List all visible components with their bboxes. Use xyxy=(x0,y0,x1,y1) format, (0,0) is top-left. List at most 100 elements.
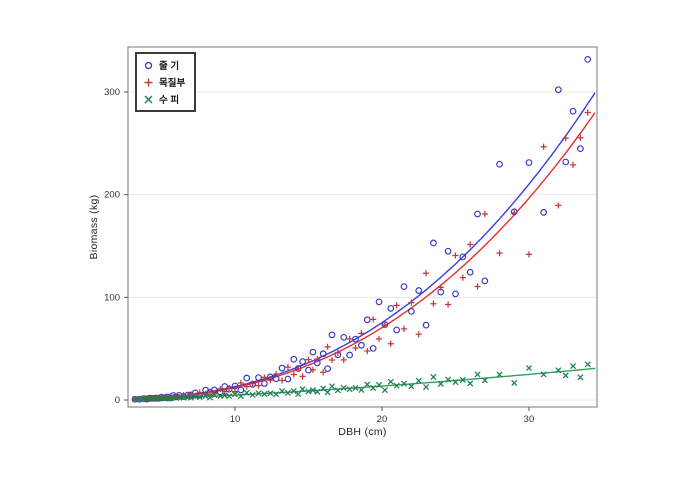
data-point-circle xyxy=(255,374,262,382)
data-point-plus xyxy=(243,383,250,390)
data-point-plus xyxy=(324,343,331,350)
data-point-x xyxy=(187,394,194,401)
data-point-plus xyxy=(305,356,312,363)
data-point-x xyxy=(299,386,306,393)
data-point-x xyxy=(243,389,250,396)
data-point-plus xyxy=(415,331,422,338)
data-point-x xyxy=(196,393,203,401)
data-point-circle xyxy=(309,348,317,356)
x-tick-label: 10 xyxy=(230,414,241,425)
data-point-circle xyxy=(369,344,377,352)
data-point-x xyxy=(352,384,359,391)
data-point-plus xyxy=(445,301,452,308)
data-point-x xyxy=(346,386,353,393)
data-point-plus xyxy=(249,380,256,387)
data-point-plus xyxy=(511,209,518,216)
data-point-circle xyxy=(400,283,408,291)
data-point-x xyxy=(525,364,532,372)
data-point-plus xyxy=(393,302,400,309)
data-point-circle xyxy=(562,158,570,166)
y-tick-label: 300 xyxy=(104,87,120,98)
data-point-plus xyxy=(481,210,488,218)
data-point-x xyxy=(237,393,244,400)
data-point-plus xyxy=(237,379,244,387)
data-point-plus xyxy=(525,251,533,258)
data-point-plus xyxy=(206,389,214,396)
data-point-x xyxy=(309,387,316,394)
data-point-x xyxy=(423,384,430,391)
data-point-x xyxy=(328,383,336,390)
data-point-circle xyxy=(481,277,489,285)
data-point-circle xyxy=(243,374,251,382)
data-point-circle xyxy=(584,56,592,63)
data-point-plus xyxy=(196,389,203,396)
x-marker-icon xyxy=(144,95,153,103)
data-point-x xyxy=(459,376,466,383)
data-point-x xyxy=(437,380,444,387)
data-point-plus xyxy=(334,349,341,356)
data-point-plus xyxy=(555,202,562,209)
data-point-plus xyxy=(309,366,316,374)
data-point-x xyxy=(474,371,481,378)
data-point-plus xyxy=(408,299,415,306)
fit-curve-1 xyxy=(132,112,596,401)
data-point-plus xyxy=(314,356,321,363)
data-point-x xyxy=(295,391,302,398)
data-point-x xyxy=(381,387,388,394)
data-point-circle xyxy=(387,304,395,312)
data-point-x xyxy=(273,391,280,398)
data-point-circle xyxy=(430,239,437,247)
data-point-circle xyxy=(444,247,452,255)
data-point-x xyxy=(467,380,474,387)
data-point-x xyxy=(314,388,321,395)
y-tick-label: 200 xyxy=(104,190,120,201)
data-point-circle xyxy=(554,86,562,94)
data-point-plus xyxy=(569,161,577,168)
data-point-x xyxy=(340,384,347,391)
legend-label-bark: 수 피 xyxy=(159,95,180,106)
data-point-plus xyxy=(273,371,280,378)
data-point-x xyxy=(324,389,331,396)
data-point-x xyxy=(375,381,383,388)
data-point-plus xyxy=(422,270,430,277)
data-point-plus xyxy=(278,377,286,384)
data-point-plus xyxy=(496,250,503,257)
data-point-plus xyxy=(299,373,306,380)
data-point-plus xyxy=(459,274,466,281)
data-point-circle xyxy=(407,308,415,315)
y-axis-title: Biomass (kg) xyxy=(88,194,100,260)
data-point-x xyxy=(255,390,262,397)
data-point-x xyxy=(400,380,408,387)
data-point-plus xyxy=(290,371,297,378)
data-point-x xyxy=(249,391,256,398)
plus-marker-icon xyxy=(144,78,153,86)
data-point-plus xyxy=(284,364,292,371)
data-point-plus xyxy=(452,252,459,259)
data-point-x xyxy=(261,391,268,398)
data-point-circle xyxy=(237,386,245,394)
data-point-x xyxy=(452,379,459,386)
data-point-x xyxy=(278,388,286,395)
data-point-x xyxy=(393,382,400,389)
data-point-circle xyxy=(328,331,336,339)
data-point-circle xyxy=(540,209,548,216)
legend: 줄 기 목질부 수 피 xyxy=(135,52,197,112)
data-point-plus xyxy=(226,385,233,392)
data-point-plus xyxy=(540,143,547,150)
data-point-circle xyxy=(415,287,423,294)
data-point-circle xyxy=(346,351,354,359)
data-point-plus xyxy=(352,344,359,352)
legend-item-wood: 목질부 xyxy=(143,75,185,89)
legend-item-stem: 줄 기 xyxy=(143,58,185,72)
data-point-circle xyxy=(422,321,430,329)
data-point-plus xyxy=(584,109,591,116)
data-point-x xyxy=(267,390,274,397)
legend-label-stem: 줄 기 xyxy=(159,61,180,72)
data-point-circle xyxy=(278,364,286,372)
fit-curve-0 xyxy=(132,92,596,401)
data-point-plus xyxy=(370,316,377,323)
data-point-x xyxy=(370,384,377,392)
data-point-x xyxy=(408,383,415,390)
data-point-circle xyxy=(525,159,533,166)
data-point-plus xyxy=(320,369,327,376)
